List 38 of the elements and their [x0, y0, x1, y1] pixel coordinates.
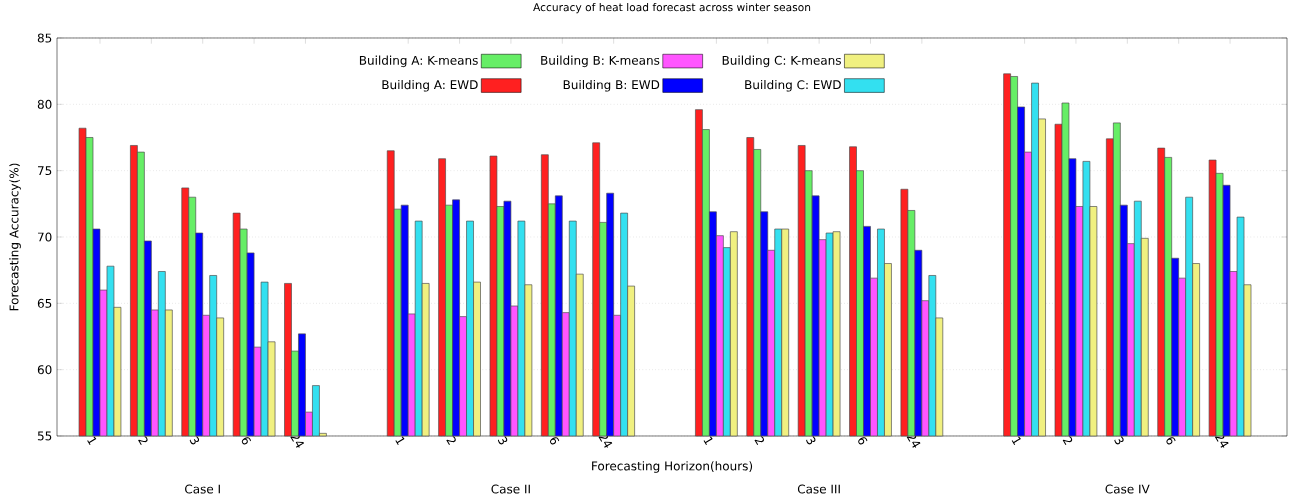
- x-tick-label: 2: [138, 436, 148, 446]
- x-tick-label: 1: [1011, 436, 1021, 446]
- y-tick-label: 75: [38, 166, 52, 176]
- x-tick-label: 2: [446, 436, 456, 446]
- x-axis-title: Forecasting Horizon(hours): [592, 461, 753, 473]
- x-tick-label: 3: [806, 436, 816, 445]
- text: Case I: [185, 484, 220, 494]
- y-tick-label: 65: [37, 298, 52, 308]
- x-tick-label: 1: [395, 436, 405, 446]
- x-tick-label: 2: [1062, 436, 1073, 446]
- x-tick-label: 2: [754, 436, 764, 446]
- x-tick-label: 1: [703, 436, 713, 446]
- x-tick-label: 6: [549, 437, 560, 445]
- x-tick-label: 6: [241, 437, 251, 445]
- x-tick-label: 6: [858, 437, 868, 445]
- y-tick-label: 85: [37, 33, 52, 43]
- y-tick-label: 60: [37, 365, 52, 375]
- x-tick-label: 1: [87, 436, 97, 446]
- y-tick-label: 55: [37, 431, 52, 441]
- y-axis-title: Forecasting Accuracy(%): [9, 163, 21, 311]
- y-tick-label: 70: [38, 232, 52, 242]
- text: Case III: [797, 484, 840, 494]
- y-tick-label: 80: [37, 99, 52, 109]
- legend-label: Building B: K-means: [541, 55, 660, 68]
- x-tick-label: 24: [906, 432, 921, 448]
- legend-label: Building C: K-means: [722, 55, 841, 68]
- text: Case II: [491, 484, 530, 494]
- x-tick-label: 3: [1114, 436, 1124, 445]
- x-tick-label: 6: [1166, 437, 1176, 445]
- x-tick-label: 3: [189, 436, 200, 445]
- x-tick-label: 24: [598, 432, 613, 448]
- legend-label: Building B: EWD: [563, 79, 660, 92]
- legend-label: Building C: EWD: [745, 79, 841, 92]
- legend-label: Building A: K-means: [359, 55, 478, 68]
- chart-title: Accuracy of heat load forecast across winter season: [533, 2, 811, 14]
- x-tick-label: 3: [497, 436, 508, 445]
- legend-label: Building A: EWD: [382, 79, 478, 92]
- text: Case IV: [1105, 484, 1150, 494]
